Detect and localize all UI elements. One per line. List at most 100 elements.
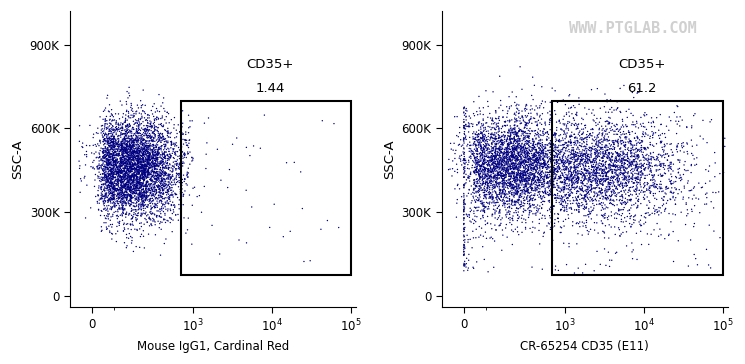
Point [511, 199, 523, 205]
Point [551, 158, 562, 164]
Point [165, 216, 177, 222]
Point [468, 187, 480, 193]
Point [155, 116, 167, 122]
Point [114, 206, 126, 212]
Point [615, 149, 627, 155]
Point [631, 205, 643, 211]
Point [571, 168, 583, 174]
Point [519, 207, 530, 213]
Point [519, 130, 530, 135]
Point [592, 142, 603, 148]
Point [507, 151, 519, 157]
Point [477, 135, 489, 141]
Point [103, 163, 115, 169]
Point [685, 188, 697, 194]
Point [516, 174, 527, 180]
Point [111, 223, 123, 229]
Point [611, 163, 623, 169]
Point [222, 185, 234, 190]
Point [526, 147, 538, 153]
Point [529, 187, 541, 193]
Point [638, 145, 650, 151]
Point [104, 160, 116, 166]
Point [533, 105, 545, 111]
Point [490, 122, 502, 128]
Point [458, 119, 470, 125]
Point [516, 219, 528, 225]
Point [503, 170, 515, 176]
Point [608, 142, 620, 147]
Point [605, 146, 617, 151]
Point [115, 198, 127, 204]
Point [94, 148, 106, 154]
Point [115, 155, 127, 161]
Point [635, 157, 647, 163]
Point [123, 173, 135, 179]
Point [550, 111, 562, 117]
Point [644, 163, 656, 169]
Point [551, 157, 562, 163]
Point [120, 181, 132, 187]
Point [690, 256, 702, 261]
Point [131, 153, 143, 159]
Point [121, 196, 133, 202]
Point [629, 135, 641, 141]
Point [612, 131, 624, 137]
Point [123, 198, 135, 203]
Point [137, 136, 149, 142]
Point [490, 144, 502, 150]
Point [154, 207, 166, 213]
Point [605, 97, 617, 103]
Point [486, 197, 498, 203]
Point [547, 206, 559, 212]
Point [136, 162, 148, 167]
Point [557, 137, 569, 143]
Point [568, 140, 580, 146]
Point [98, 141, 110, 146]
Point [538, 105, 550, 111]
Point [128, 149, 140, 155]
Point [579, 148, 591, 154]
Point [124, 154, 136, 160]
Point [138, 207, 150, 213]
Point [464, 237, 476, 242]
Point [632, 193, 644, 199]
Point [125, 145, 137, 151]
Point [107, 195, 119, 201]
Point [489, 132, 501, 138]
Point [128, 166, 140, 172]
Point [97, 154, 109, 160]
Point [135, 134, 147, 140]
Point [542, 162, 554, 167]
Point [471, 167, 483, 173]
Point [593, 147, 605, 153]
Point [573, 203, 585, 209]
Point [124, 143, 136, 149]
Point [514, 127, 526, 132]
Point [527, 166, 539, 172]
Point [659, 141, 670, 147]
Point [123, 157, 135, 163]
Point [517, 154, 529, 160]
Point [617, 122, 629, 128]
Point [482, 158, 494, 164]
Point [519, 154, 531, 160]
Point [686, 143, 698, 149]
Point [458, 157, 470, 163]
Point [145, 155, 157, 161]
Point [615, 181, 627, 187]
Point [531, 119, 543, 125]
Point [468, 187, 480, 193]
Point [589, 143, 600, 149]
Point [591, 194, 603, 199]
Point [641, 202, 653, 208]
Point [102, 197, 114, 203]
Point [114, 187, 126, 193]
Point [604, 161, 616, 167]
Point [132, 167, 144, 173]
Point [491, 149, 503, 154]
Point [600, 191, 612, 197]
Point [176, 149, 188, 154]
Point [143, 166, 155, 171]
Point [633, 125, 644, 131]
